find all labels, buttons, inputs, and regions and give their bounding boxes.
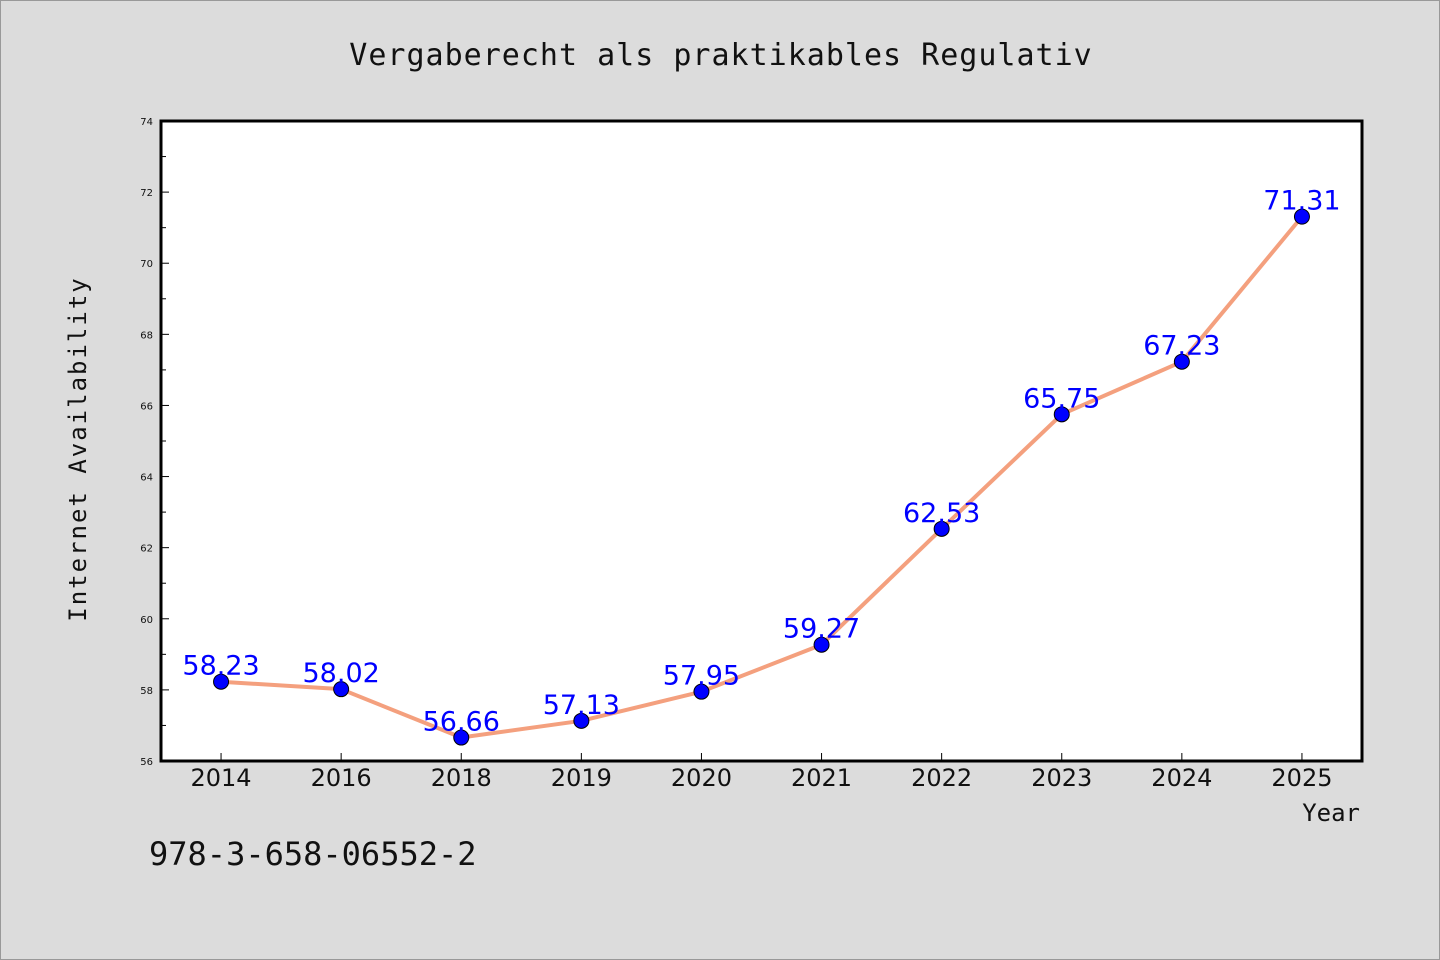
x-axis: 2014 2016 2018 2019 2020 2021 2022 2023 2024 2025: [191, 753, 1332, 792]
data-point: [693, 683, 710, 700]
y-axis-label: Internet Availability: [64, 276, 92, 621]
data-label: 57.13: [543, 690, 620, 721]
x-tick-label: 2023: [1031, 764, 1092, 792]
data-label: 62.53: [903, 498, 980, 529]
data-point: [453, 729, 470, 746]
data-point: [333, 681, 350, 698]
data-point: [1173, 353, 1190, 370]
data-label: 58.23: [182, 651, 259, 682]
x-tick-label: 2024: [1151, 764, 1212, 792]
data-label: 56.66: [423, 707, 500, 738]
data-point: [573, 712, 590, 729]
data-point: [813, 636, 830, 653]
data-point: [933, 520, 950, 537]
isbn-text: 978-3-658-06552-2: [149, 835, 477, 873]
y-axis: 56 58 60 62 64 66 68 70 72 74: [140, 117, 169, 768]
chart-title: Vergaberecht als praktikables Regulativ: [349, 38, 1092, 73]
data-point: [213, 673, 230, 690]
y-tick-label: 56: [140, 757, 153, 768]
x-tick-label: 2020: [671, 764, 732, 792]
series-line: [219, 214, 1304, 740]
y-tick-label: 66: [140, 401, 153, 412]
x-tick-label: 2022: [911, 764, 972, 792]
y-tick-label: 60: [140, 615, 153, 626]
x-tick-label: 2021: [791, 764, 852, 792]
y-tick-label: 64: [140, 473, 153, 484]
y-tick-label: 72: [140, 188, 153, 199]
y-tick-label: 68: [140, 330, 153, 341]
data-point: [1293, 208, 1310, 225]
x-axis-label: Year: [1302, 799, 1360, 827]
x-tick-label: 2025: [1271, 764, 1332, 792]
plot-area: [159, 119, 1364, 763]
data-label: 57.95: [663, 661, 740, 692]
x-tick-label: 2014: [191, 764, 252, 792]
data-label: 59.27: [783, 614, 860, 645]
data-label: 65.75: [1023, 383, 1100, 414]
y-tick-label: 62: [140, 544, 153, 555]
series-group: 58.23 58.02 56.66 57.13 57.95 59.27 62.53 65.75…: [182, 186, 1341, 746]
y-tick-label: 58: [140, 686, 153, 697]
x-tick-label: 2018: [431, 764, 492, 792]
data-label: 58.02: [303, 658, 380, 689]
data-point: [1053, 406, 1070, 423]
y-tick-label: 70: [140, 259, 153, 270]
data-label: 71.31: [1263, 186, 1340, 217]
x-tick-label: 2019: [551, 764, 612, 792]
y-tick-label: 74: [140, 117, 153, 128]
x-tick-label: 2016: [311, 764, 372, 792]
data-label: 67.23: [1143, 331, 1220, 362]
